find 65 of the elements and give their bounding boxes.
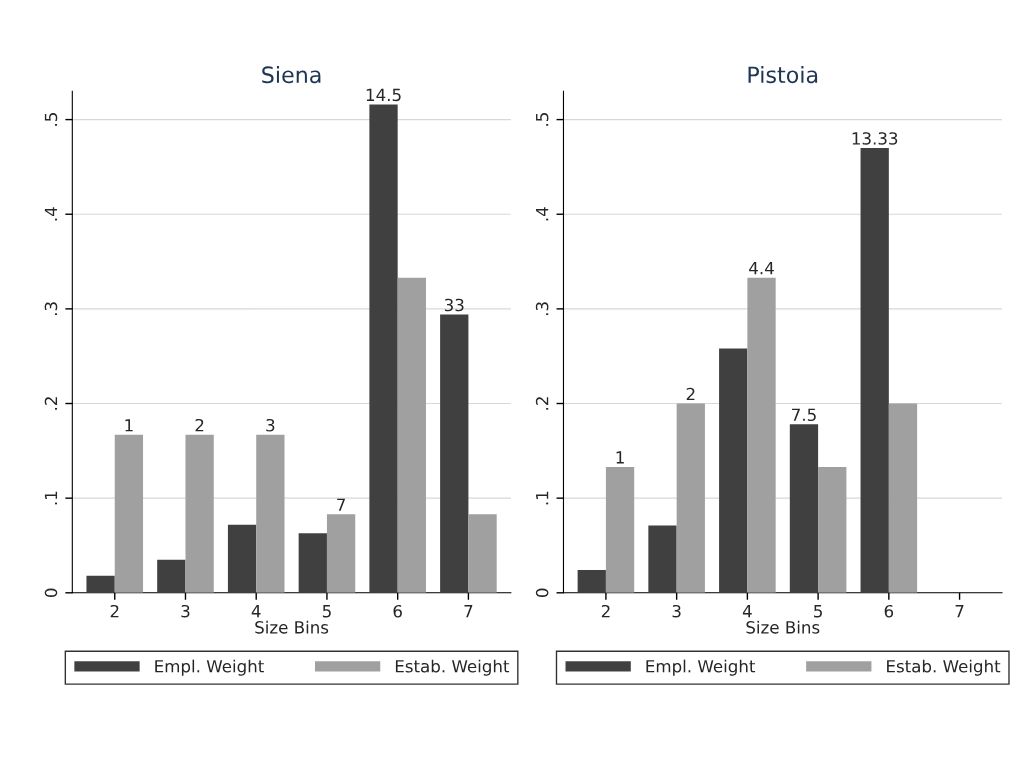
annotation: 33: [444, 298, 464, 312]
bar: [719, 348, 748, 593]
y-tick-label: .5: [536, 113, 549, 126]
annotation: 13.33: [852, 132, 898, 145]
bar: [369, 104, 398, 593]
bar: [227, 524, 257, 593]
bar: [397, 277, 426, 593]
x-tick-label: 7: [955, 605, 964, 618]
bar: [256, 434, 285, 593]
annotation: 1: [125, 419, 133, 432]
y-tick-label: .3: [44, 302, 58, 316]
bar: [468, 514, 497, 593]
annotation: 7: [337, 498, 345, 511]
bar: [648, 525, 677, 593]
x-tick-label: 2: [601, 604, 610, 618]
legend-label: Empl. Weight: [155, 659, 264, 676]
annotation: 1: [616, 451, 624, 464]
legend-label: Estab. Weight: [395, 659, 510, 676]
x-tick-label: 2: [110, 604, 119, 618]
chart-title: Pistoia: [748, 65, 818, 84]
annotation: 4.4: [749, 262, 774, 275]
bar: [818, 466, 847, 593]
x-tick-label: 5: [814, 605, 822, 618]
bar: [157, 559, 186, 593]
legend-label: Estab. Weight: [887, 659, 1001, 676]
bar: [676, 403, 705, 593]
bar: [440, 314, 469, 593]
bar: [86, 575, 115, 593]
y-tick-label: .4: [536, 207, 549, 221]
bar: [577, 570, 606, 593]
bar: [605, 466, 635, 593]
y-tick-label: 0: [535, 588, 549, 597]
x-tick-label: 6: [884, 604, 894, 618]
y-tick-label: .3: [535, 302, 549, 316]
annotation: 3: [266, 418, 275, 432]
x-axis-title: Size Bins: [255, 620, 329, 634]
x-tick-label: 5: [322, 605, 331, 618]
chart-title: Siena: [262, 65, 321, 84]
legend-label: Empl. Weight: [646, 659, 756, 676]
annotation: 2: [686, 387, 695, 401]
x-tick-label: 4: [742, 605, 752, 618]
annotation: 14.5: [366, 88, 401, 102]
y-tick-label: .2: [44, 397, 58, 410]
bar: [298, 533, 327, 593]
y-tick-label: .1: [44, 491, 58, 505]
x-tick-label: 6: [393, 604, 402, 618]
bar: [114, 434, 144, 593]
bar: [789, 424, 819, 593]
x-tick-label: 3: [672, 604, 681, 618]
bar: [747, 277, 776, 593]
bar: [888, 403, 918, 593]
y-tick-label: .4: [44, 207, 58, 221]
x-tick-label: 4: [251, 605, 261, 618]
y-tick-label: .2: [535, 397, 549, 410]
bar: [860, 147, 889, 593]
x-axis-title: Size Bins: [746, 620, 820, 634]
bar: [185, 434, 214, 593]
y-tick-label: .5: [44, 113, 58, 126]
bar: [326, 514, 356, 593]
y-tick-label: .1: [536, 491, 549, 505]
y-tick-label: 0: [44, 588, 58, 597]
x-tick-label: 3: [181, 604, 190, 618]
annotation: 7.5: [792, 408, 816, 422]
x-tick-label: 7: [464, 605, 473, 618]
annotation: 2: [195, 418, 204, 432]
